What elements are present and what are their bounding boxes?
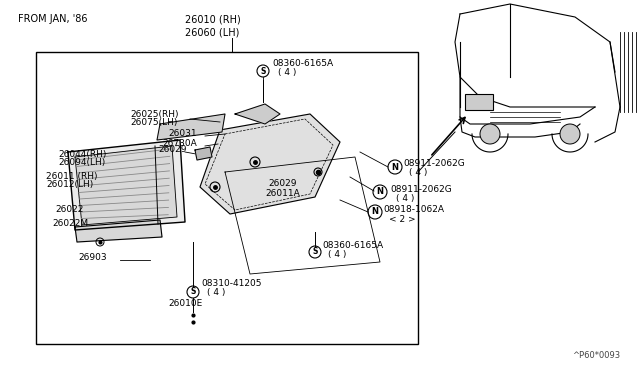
Text: N: N — [392, 163, 399, 171]
Text: 26029: 26029 — [268, 180, 296, 189]
Text: 08911-2062G: 08911-2062G — [403, 160, 465, 169]
Text: S: S — [260, 67, 266, 76]
Text: S: S — [190, 288, 196, 296]
Polygon shape — [75, 146, 177, 225]
Text: N: N — [371, 208, 378, 217]
Text: 08918-1062A: 08918-1062A — [383, 205, 444, 215]
Text: 26022: 26022 — [55, 205, 83, 215]
Text: S: S — [312, 247, 317, 257]
Text: 26075(LH): 26075(LH) — [130, 118, 177, 126]
Text: < 2 >: < 2 > — [389, 215, 415, 224]
Text: ( 4 ): ( 4 ) — [328, 250, 346, 259]
Text: 26011 (RH): 26011 (RH) — [46, 171, 97, 180]
Text: 26094(LH): 26094(LH) — [58, 157, 105, 167]
Text: N: N — [376, 187, 383, 196]
Polygon shape — [235, 104, 280, 124]
Text: 08360-6165A: 08360-6165A — [272, 60, 333, 68]
Polygon shape — [195, 147, 212, 160]
Text: ( 4 ): ( 4 ) — [396, 193, 414, 202]
Text: ( 4 ): ( 4 ) — [409, 169, 428, 177]
Polygon shape — [68, 140, 185, 230]
Text: ( 4 ): ( 4 ) — [278, 68, 296, 77]
Circle shape — [480, 124, 500, 144]
Text: ( 4 ): ( 4 ) — [207, 288, 225, 296]
Text: 26010 (RH)
26060 (LH): 26010 (RH) 26060 (LH) — [185, 14, 241, 37]
Polygon shape — [157, 114, 225, 140]
Text: 26029: 26029 — [158, 145, 186, 154]
Text: ^P60*0093: ^P60*0093 — [572, 351, 620, 360]
Polygon shape — [200, 114, 340, 214]
Text: 26903: 26903 — [78, 253, 107, 262]
Text: FROM JAN, '86: FROM JAN, '86 — [18, 14, 88, 24]
Circle shape — [560, 124, 580, 144]
Bar — [36, 52, 418, 344]
Text: 08310-41205: 08310-41205 — [201, 279, 262, 288]
Text: 26012(LH): 26012(LH) — [46, 180, 93, 189]
Bar — [465, 94, 493, 110]
Text: 26025(RH): 26025(RH) — [130, 109, 179, 119]
Text: 26022M: 26022M — [52, 219, 88, 228]
Text: 26031: 26031 — [168, 129, 196, 138]
Polygon shape — [75, 220, 162, 242]
Text: 26010E: 26010E — [168, 299, 202, 308]
Text: 26044(RH): 26044(RH) — [58, 150, 106, 158]
Text: 26011A: 26011A — [265, 189, 300, 198]
Text: 08360-6165A: 08360-6165A — [322, 241, 383, 250]
Text: 08911-2062G: 08911-2062G — [390, 185, 452, 193]
Text: 26730A: 26730A — [162, 140, 196, 148]
